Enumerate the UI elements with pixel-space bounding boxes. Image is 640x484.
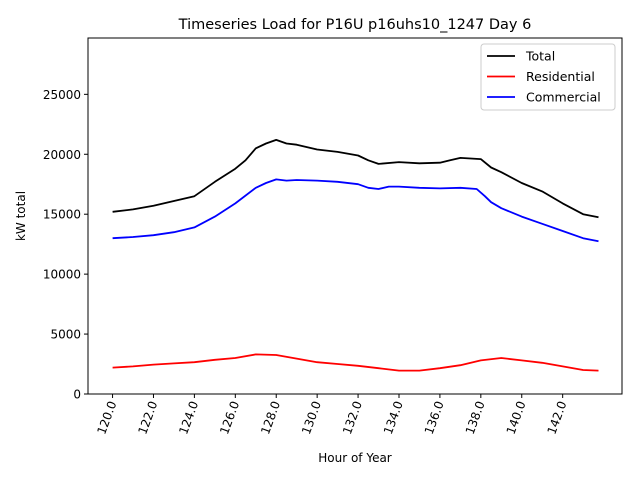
plot-frame (87, 37, 623, 395)
legend: Total Residential Commercial (480, 43, 616, 111)
legend-box (480, 43, 616, 111)
series-line-commercial (112, 178, 599, 243)
x-axis: 120.0 122.0 124.0 126.0 128.0 130.0 132.0 134.0… (94, 394, 569, 436)
y-axis: 0 5000 10000 15000 20000 25000 (43, 88, 88, 402)
x-tick-label: 136.0 (422, 399, 447, 436)
x-tick-label: 142.0 (545, 399, 570, 436)
y-tick-label: 10000 (43, 268, 81, 282)
x-tick-label: 122.0 (135, 399, 160, 436)
x-tick-label: 120.0 (94, 399, 119, 436)
x-tick-label: 138.0 (463, 399, 488, 436)
x-tick-label: 132.0 (340, 399, 365, 436)
x-axis-label: Hour of Year (318, 451, 392, 465)
y-tick-label: 15000 (43, 208, 81, 222)
chart-title: Timeseries Load for P16U p16uhs10_1247 D… (178, 17, 532, 33)
x-tick-label: 130.0 (299, 399, 324, 436)
y-tick-label: 20000 (43, 148, 81, 162)
y-tick-label: 25000 (43, 88, 81, 102)
series-line-total (112, 139, 599, 219)
legend-label-commercial: Commercial (526, 90, 601, 105)
x-tick-label: 140.0 (504, 399, 529, 436)
x-tick-label: 128.0 (258, 399, 283, 436)
y-tick-label: 0 (73, 388, 81, 402)
series-line-residential (112, 353, 599, 372)
legend-label-total: Total (525, 49, 555, 64)
x-tick-label: 126.0 (217, 399, 242, 436)
x-tick-label: 124.0 (176, 399, 201, 436)
plot-marks (112, 139, 599, 372)
y-tick-label: 5000 (50, 328, 81, 342)
y-axis-label: kW total (14, 191, 28, 241)
x-tick-label: 134.0 (381, 399, 406, 436)
legend-label-residential: Residential (526, 69, 595, 84)
